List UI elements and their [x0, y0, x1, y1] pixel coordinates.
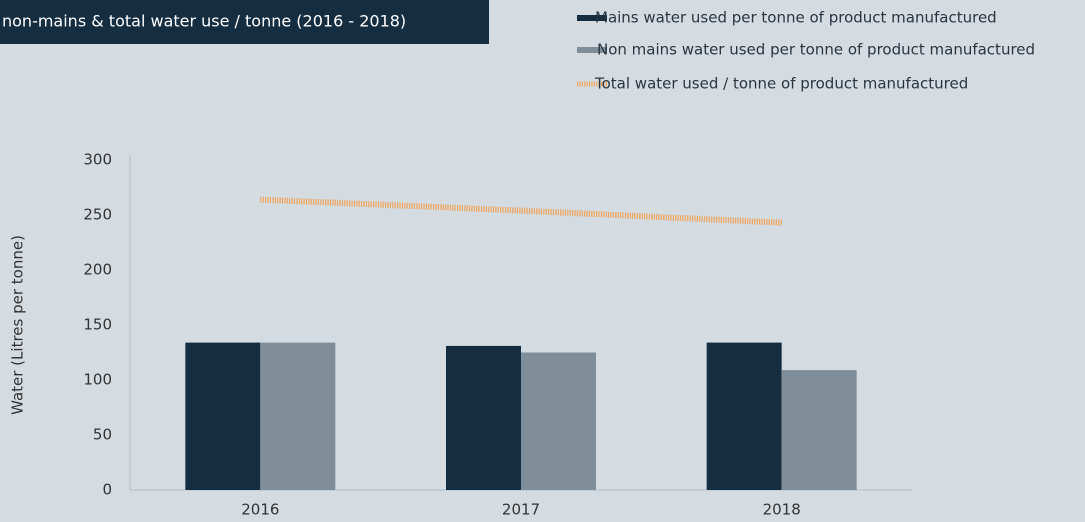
title-box	[0, 0, 489, 44]
line	[260, 196, 782, 226]
legend-label: Mains water used per tonne of product ma…	[595, 9, 997, 27]
bar	[706, 342, 782, 490]
y-tick-label: 0	[102, 481, 112, 499]
y-tick-label: 150	[83, 316, 112, 334]
bar	[446, 345, 521, 490]
bar	[185, 342, 261, 490]
legend-label: Non mains water used per tonne of produc…	[597, 41, 1035, 59]
x-tick-label: 2018	[763, 501, 801, 519]
legend-swatch	[577, 15, 607, 21]
y-tick-label: 50	[93, 426, 112, 444]
y-tick-label: 250	[83, 206, 112, 224]
bar	[521, 352, 596, 490]
x-tick-label: 2017	[502, 501, 540, 519]
y-tick-label: 100	[83, 371, 112, 389]
legend-swatch	[577, 47, 607, 53]
y-tick-label: 200	[83, 261, 112, 279]
x-tick-label: 2016	[241, 501, 279, 519]
legend-label: Total water used / tonne of product manu…	[594, 75, 968, 93]
bar	[781, 370, 857, 490]
chart-title: non-mains & total water use / tonne (201…	[2, 12, 406, 31]
y-tick-label: 300	[83, 151, 112, 169]
bar	[260, 342, 336, 490]
y-axis-label: Water (Litres per tonne)	[9, 235, 27, 415]
